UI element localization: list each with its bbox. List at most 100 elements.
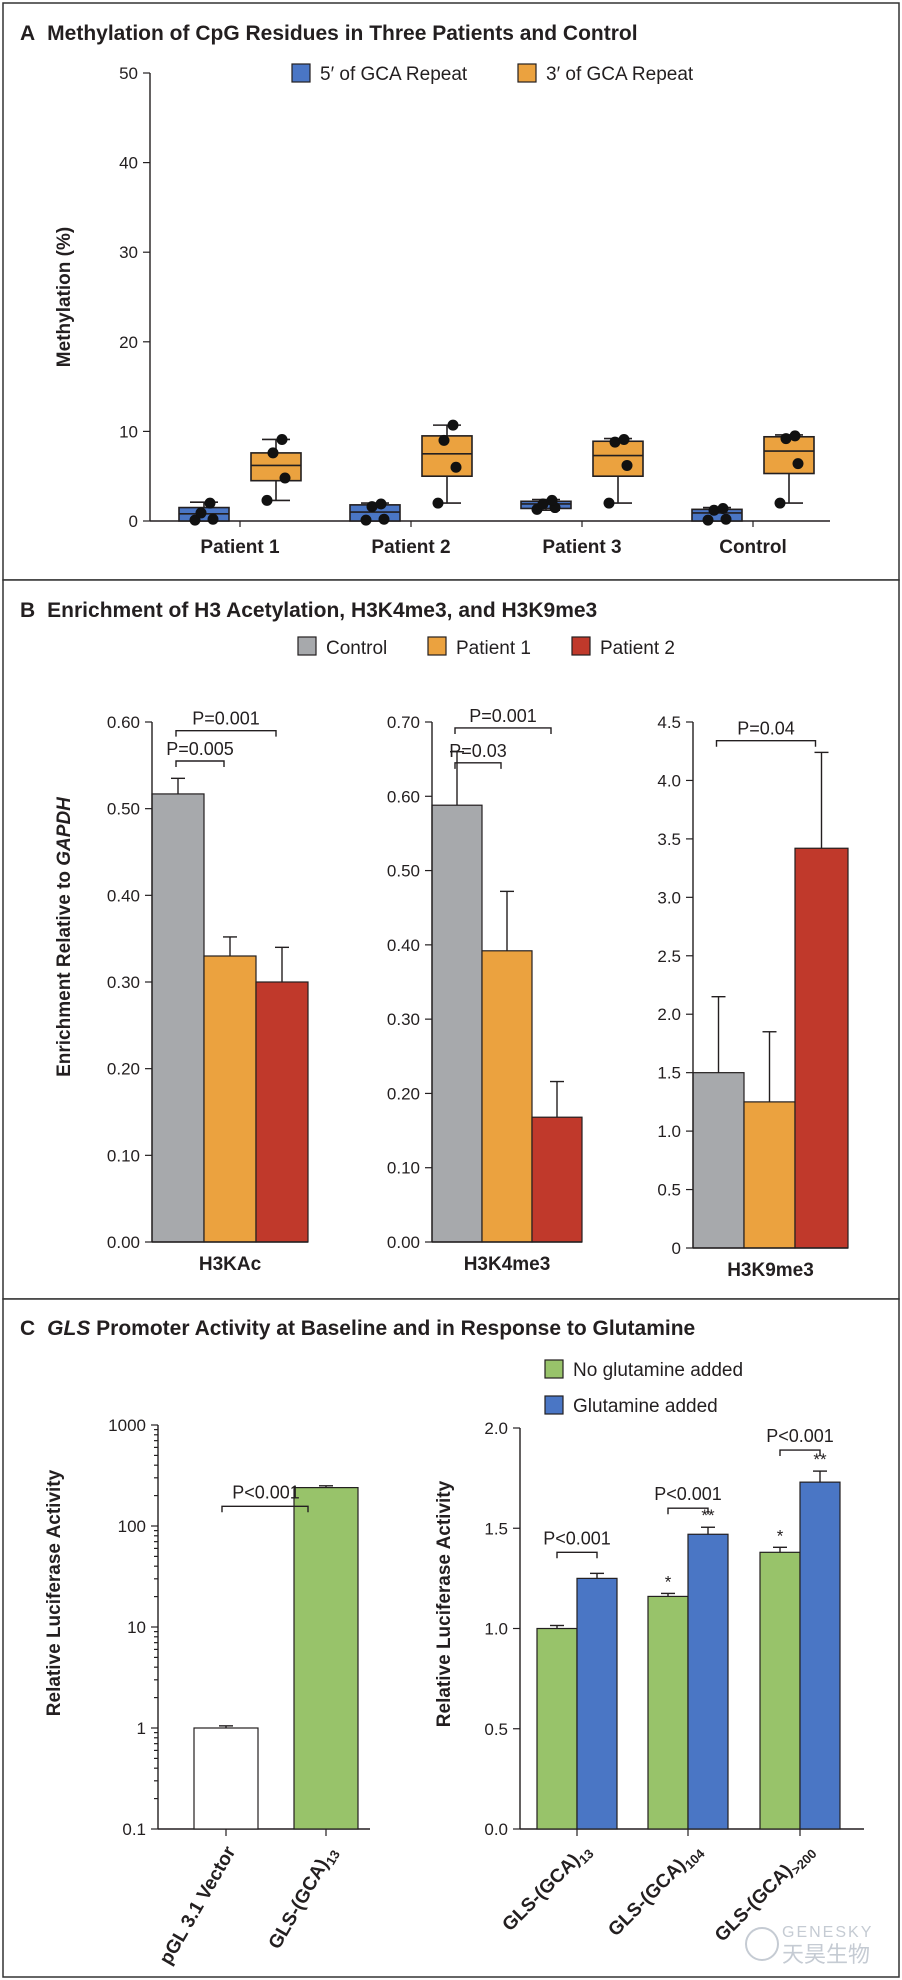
x-tick-label: Patient 2 [371,537,450,558]
legend-label: 5′ of GCA Repeat [320,64,468,85]
p-value-label: P<0.001 [654,1484,722,1504]
y-tick-label: 10 [127,1618,146,1637]
bar [576,1577,618,1830]
panel-c-title: C GLS Promoter Activity at Baseline and i… [20,1317,695,1340]
p-value-label: P<0.001 [232,1482,300,1502]
watermark-cn: 天昊生物 [782,1943,870,1968]
y-tick-label: 2.0 [484,1419,508,1438]
p-value-label: P<0.001 [543,1528,611,1548]
data-point [360,514,372,526]
y-tick-label: 1.5 [657,1064,681,1083]
y-tick-label: 50 [119,64,138,83]
y-tick-label: 0.60 [107,713,140,732]
data-point [702,514,714,526]
bar [151,793,205,1243]
p-value-label: P=0.001 [192,709,260,729]
subplot-h3kac: 0.00 0.10 0.20 0.30 0.40 0.50 0.60 H3KAc P=0.005… [107,709,309,1275]
watermark-logo-icon [745,1927,779,1961]
data-point [261,494,273,506]
y-tick-label: 0.10 [107,1146,140,1165]
p-value-label: P=0.04 [737,719,795,739]
p-value-label: P=0.005 [166,739,234,759]
legend-swatch [297,636,317,656]
bar [759,1551,801,1830]
y-tick-label: 1.0 [484,1620,508,1639]
significance-star: * [777,1526,784,1545]
y-tick-label: 0.20 [387,1084,420,1103]
data-point [621,459,633,471]
bar [431,804,483,1243]
bar [293,1486,359,1830]
p-value-label: P=0.03 [449,741,507,761]
y-tick-label: 100 [118,1517,146,1536]
y-axis-label: Relative Luciferase Activity [434,1480,455,1727]
data-point [447,419,459,431]
legend-swatch [291,63,311,83]
panel-b-letter: B [20,599,35,622]
y-tick-label: 0.10 [387,1159,420,1178]
y-tick-label: 0.40 [107,886,140,905]
data-point [279,472,291,484]
panel-a-title: A Methylation of CpG Residues in Three Pa… [20,22,638,45]
x-axis-label: H3KAc [199,1254,262,1275]
panel-c-letter: C [20,1317,35,1340]
subplot-h3k9me3: 0 0.5 1.0 1.5 2.0 2.5 3.0 3.5 4.0 4.5 H3K9me3 P=0.0… [657,713,849,1281]
x-tick-label: Patient 1 [200,537,280,558]
panel-a-letter: A [20,22,35,45]
legend-label: Patient 1 [456,638,531,659]
y-tick-label: 0.5 [484,1720,508,1739]
y-axis-label: Enrichment Relative to GAPDH [54,796,75,1077]
x-axis-label: H3K4me3 [464,1254,551,1275]
x-tick-label: Patient 3 [542,537,621,558]
significance-bracket [454,762,502,769]
subplot-h3k4me3: 0.00 0.10 0.20 0.30 0.40 0.50 0.60 0.70 H3K4me3 P… [387,706,583,1275]
data-point [789,430,801,442]
data-point [378,513,390,525]
data-point [276,433,288,445]
legend-swatch [544,1359,564,1379]
y-tick-label: 4.0 [657,771,681,790]
data-point [375,498,387,510]
data-point [618,433,630,445]
data-point [438,434,450,446]
x-axis-label: H3K9me3 [727,1260,814,1281]
significance-bracket [454,727,552,734]
data-point [546,494,558,506]
legend-label: 3′ of GCA Repeat [546,64,694,85]
data-point [774,497,786,509]
y-tick-label: 1000 [108,1416,146,1435]
data-point [609,436,621,448]
legend-label: Patient 2 [600,638,675,659]
y-tick-label: 0.40 [387,936,420,955]
bar [743,1101,796,1249]
y-tick-label: 2.5 [657,947,681,966]
legend-label: Glutamine added [573,1396,718,1417]
box [250,452,302,482]
panel-c-title-text: Promoter Activity at Baseline and in Res… [90,1317,695,1340]
significance-star: ** [813,1450,827,1469]
legend-swatch [517,63,537,83]
significance-bracket [221,1505,309,1513]
y-tick-label: 0.50 [107,800,140,819]
y-tick-label: 0.70 [387,713,420,732]
y-tick-label: 1.5 [484,1519,508,1538]
data-point [366,501,378,513]
significance-bracket [556,1551,598,1559]
y-tick-label: 2.0 [657,1005,681,1024]
y-axis-label: Relative Luciferase Activity [44,1469,65,1716]
y-tick-label: 0.20 [107,1060,140,1079]
y-tick-label: 0.1 [122,1820,146,1839]
y-tick-label: 0.30 [387,1010,420,1029]
data-point [720,513,732,525]
data-point [204,497,216,509]
y-tick-label: 0.00 [387,1233,420,1252]
watermark-text: GENESKY [782,1924,873,1941]
panel-b-bar-charts: Control Patient 1 Patient 2 Enrichment Rela… [54,636,849,1281]
significance-star: ** [701,1506,715,1525]
bar [203,955,257,1243]
data-point [207,513,219,525]
legend-swatch [544,1395,564,1415]
panel-b-title-text: Enrichment of H3 Acetylation, H3K4me3, a… [47,599,597,622]
legend-label: No glutamine added [573,1360,743,1381]
